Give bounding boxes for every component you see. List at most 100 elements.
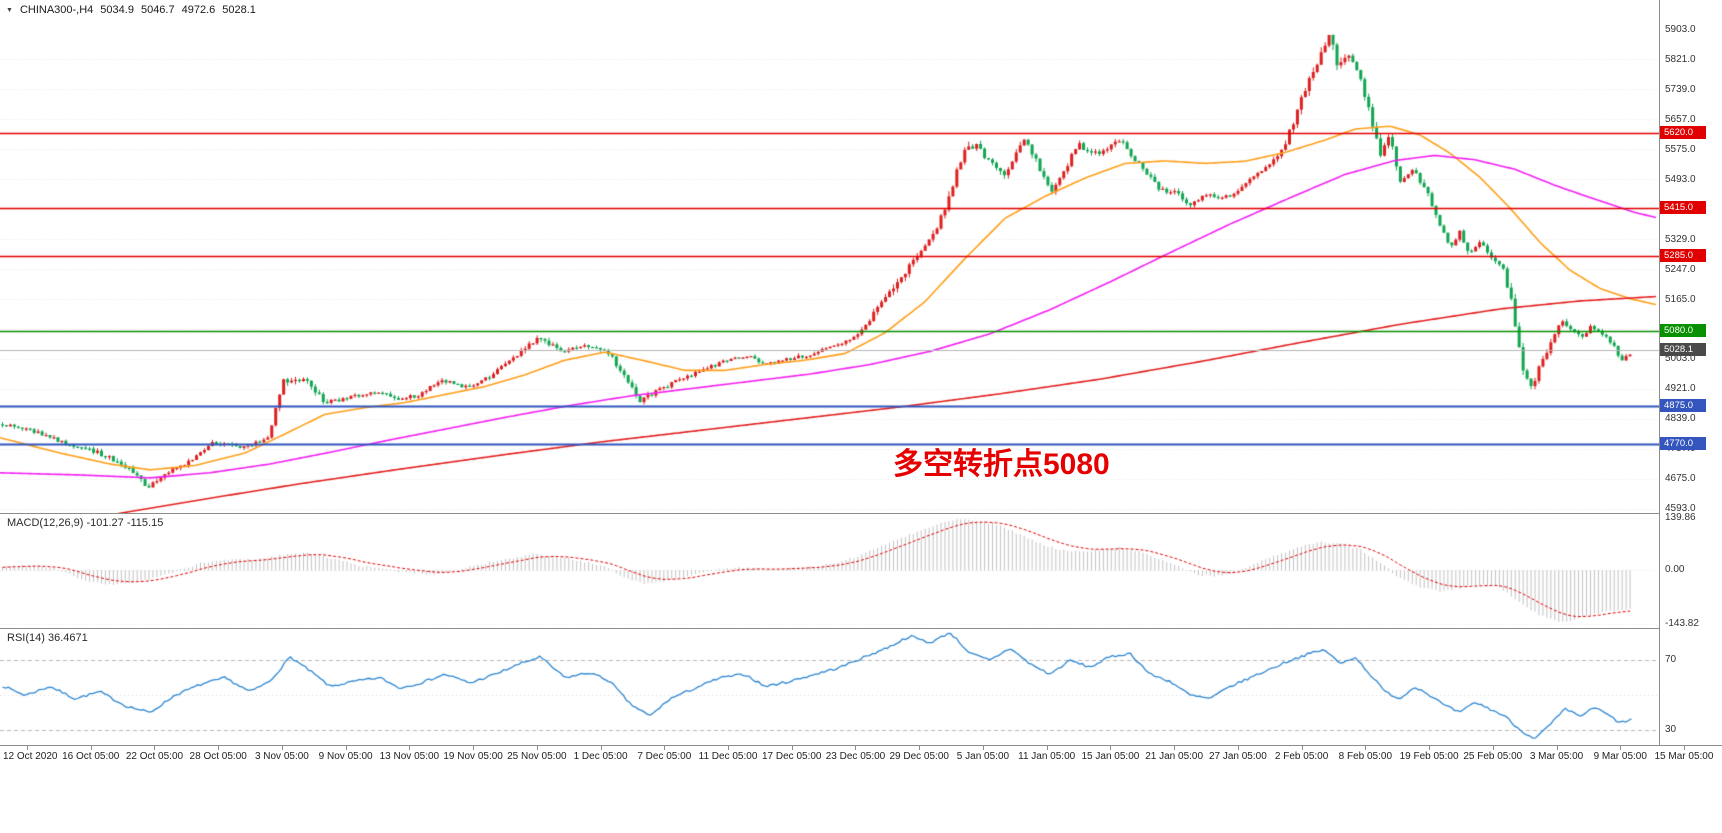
time-axis-tick xyxy=(1620,746,1621,750)
rsi-axis-label: 70 xyxy=(1665,654,1677,666)
price-axis[interactable]: 5903.0 5821.0 5739.0 5657.0 5575.0 5493.0 5329… xyxy=(1659,0,1722,745)
time-axis-tick xyxy=(1302,746,1303,750)
pivot-annotation-text: 多空转折点5080 xyxy=(893,448,1110,481)
price-axis-label: 4675.0 xyxy=(1665,472,1696,484)
macd-axis-label: 139.86 xyxy=(1665,511,1696,523)
date-label: 8 Feb 05:00 xyxy=(1338,751,1393,762)
time-axis-tick xyxy=(1174,746,1175,750)
date-label: 15 Jan 05:00 xyxy=(1081,751,1140,762)
date-label: 12 Oct 2020 xyxy=(3,751,58,762)
date-label: 15 Mar 05:00 xyxy=(1654,751,1714,762)
date-label: 13 Nov 05:00 xyxy=(379,751,440,762)
price-axis-label: 5739.0 xyxy=(1665,83,1696,95)
time-axis-tick xyxy=(601,746,602,750)
time-axis-tick xyxy=(1047,746,1048,750)
time-axis-tick xyxy=(1557,746,1558,750)
time-axis-tick xyxy=(664,746,665,750)
price-open-value: 5034.9 xyxy=(100,4,134,16)
date-label: 25 Nov 05:00 xyxy=(507,751,567,762)
candlestick-chart-canvas[interactable] xyxy=(0,0,1659,513)
time-axis[interactable]: 12 Oct 2020 16 Oct 05:00 22 Oct 05:00 28 Oc… xyxy=(0,745,1722,767)
date-label: 11 Dec 05:00 xyxy=(698,751,758,762)
price-axis-label: 5493.0 xyxy=(1665,173,1696,185)
price-axis-label: 4593.0 xyxy=(1665,502,1696,514)
time-axis-tick xyxy=(218,746,219,750)
symbol-info-bar: ▼ CHINA300-,H4 5034.9 5046.7 4972.6 5028… xyxy=(6,4,256,16)
time-axis-tick xyxy=(409,746,410,750)
price-axis-label: 5903.0 xyxy=(1665,23,1696,35)
price-tag-5620.0: 5620.0 xyxy=(1660,126,1706,140)
macd-indicator-canvas[interactable] xyxy=(0,514,1659,628)
time-axis-tick xyxy=(919,746,920,750)
time-axis-tick xyxy=(1684,746,1685,750)
date-label: 27 Jan 05:00 xyxy=(1208,751,1267,762)
panel-divider-rsi[interactable] xyxy=(0,628,1722,629)
macd-panel[interactable]: MACD(12,26,9) -101.27 -115.15 xyxy=(0,514,1659,628)
time-axis-tick xyxy=(473,746,474,750)
date-label: 21 Jan 05:00 xyxy=(1145,751,1204,762)
macd-axis-label: 0.00 xyxy=(1665,564,1685,576)
date-label: 7 Dec 05:00 xyxy=(637,751,692,762)
time-axis-tick xyxy=(1110,746,1111,750)
date-label: 28 Oct 05:00 xyxy=(189,751,247,762)
price-axis-label: 5657.0 xyxy=(1665,113,1696,125)
time-axis-tick xyxy=(728,746,729,750)
time-axis-tick xyxy=(282,746,283,750)
current-price-tag: 5028.1 xyxy=(1660,342,1706,356)
time-axis-tick xyxy=(346,746,347,750)
price-tag-5080.0: 5080.0 xyxy=(1660,323,1706,337)
chart-dropdown-icon[interactable]: ▼ xyxy=(6,6,13,14)
date-label: 2 Feb 05:00 xyxy=(1274,751,1329,762)
price-axis-label: 5821.0 xyxy=(1665,53,1696,65)
time-axis-tick xyxy=(1238,746,1239,750)
price-axis-label: 4921.0 xyxy=(1665,383,1696,395)
price-low-value: 4972.6 xyxy=(181,4,216,16)
time-axis-tick xyxy=(1493,746,1494,750)
price-high-value: 5046.7 xyxy=(140,4,175,16)
time-axis-tick xyxy=(1365,746,1366,750)
symbol-timeframe-label: CHINA300-,H4 xyxy=(19,4,94,16)
date-label: 17 Dec 05:00 xyxy=(762,751,822,762)
date-label: 19 Feb 05:00 xyxy=(1399,751,1459,762)
price-tag-4770.0: 4770.0 xyxy=(1660,437,1706,451)
price-tag-5415.0: 5415.0 xyxy=(1660,201,1706,215)
price-axis-label: 5575.0 xyxy=(1665,143,1696,155)
price-axis-label: 5329.0 xyxy=(1665,233,1696,245)
macd-indicator-label: MACD(12,26,9) -101.27 -115.15 xyxy=(7,517,164,529)
price-axis-label: 5247.0 xyxy=(1665,263,1696,275)
time-axis-tick xyxy=(983,746,984,750)
price-tag-5285.0: 5285.0 xyxy=(1660,248,1706,262)
price-axis-label: 5003.0 xyxy=(1665,353,1696,365)
price-tag-4875.0: 4875.0 xyxy=(1660,398,1706,412)
time-axis-tick xyxy=(1429,746,1430,750)
rsi-panel[interactable]: RSI(14) 36.4671 xyxy=(0,629,1659,744)
date-label: 23 Dec 05:00 xyxy=(825,751,886,762)
time-axis-tick xyxy=(27,746,28,750)
date-label: 3 Nov 05:00 xyxy=(254,751,309,762)
rsi-indicator-label: RSI(14) 36.4671 xyxy=(7,632,88,644)
date-label: 19 Nov 05:00 xyxy=(443,751,503,762)
time-axis-tick xyxy=(154,746,155,750)
price-close-value: 5028.1 xyxy=(222,4,256,16)
date-label: 25 Feb 05:00 xyxy=(1463,751,1523,762)
time-axis-tick xyxy=(855,746,856,750)
rsi-axis-label: 30 xyxy=(1665,724,1677,736)
date-label: 16 Oct 05:00 xyxy=(62,751,120,762)
time-axis-tick xyxy=(537,746,538,750)
date-label: 1 Dec 05:00 xyxy=(573,751,628,762)
date-label: 11 Jan 05:00 xyxy=(1018,751,1076,762)
date-label: 5 Jan 05:00 xyxy=(956,751,1010,762)
rsi-indicator-canvas[interactable] xyxy=(0,629,1659,744)
time-axis-tick xyxy=(91,746,92,750)
time-axis-tick xyxy=(792,746,793,750)
date-label: 29 Dec 05:00 xyxy=(889,751,949,762)
price-axis-label: 5165.0 xyxy=(1665,293,1696,305)
date-label: 22 Oct 05:00 xyxy=(125,751,184,762)
main-chart-panel[interactable]: ▼ CHINA300-,H4 5034.9 5046.7 4972.6 5028… xyxy=(0,0,1659,513)
date-label: 9 Mar 05:00 xyxy=(1593,751,1647,762)
panel-divider-macd[interactable] xyxy=(0,513,1722,514)
macd-axis-label: -143.82 xyxy=(1665,617,1699,629)
date-label: 9 Nov 05:00 xyxy=(318,751,373,762)
date-label: 3 Mar 05:00 xyxy=(1529,751,1584,762)
